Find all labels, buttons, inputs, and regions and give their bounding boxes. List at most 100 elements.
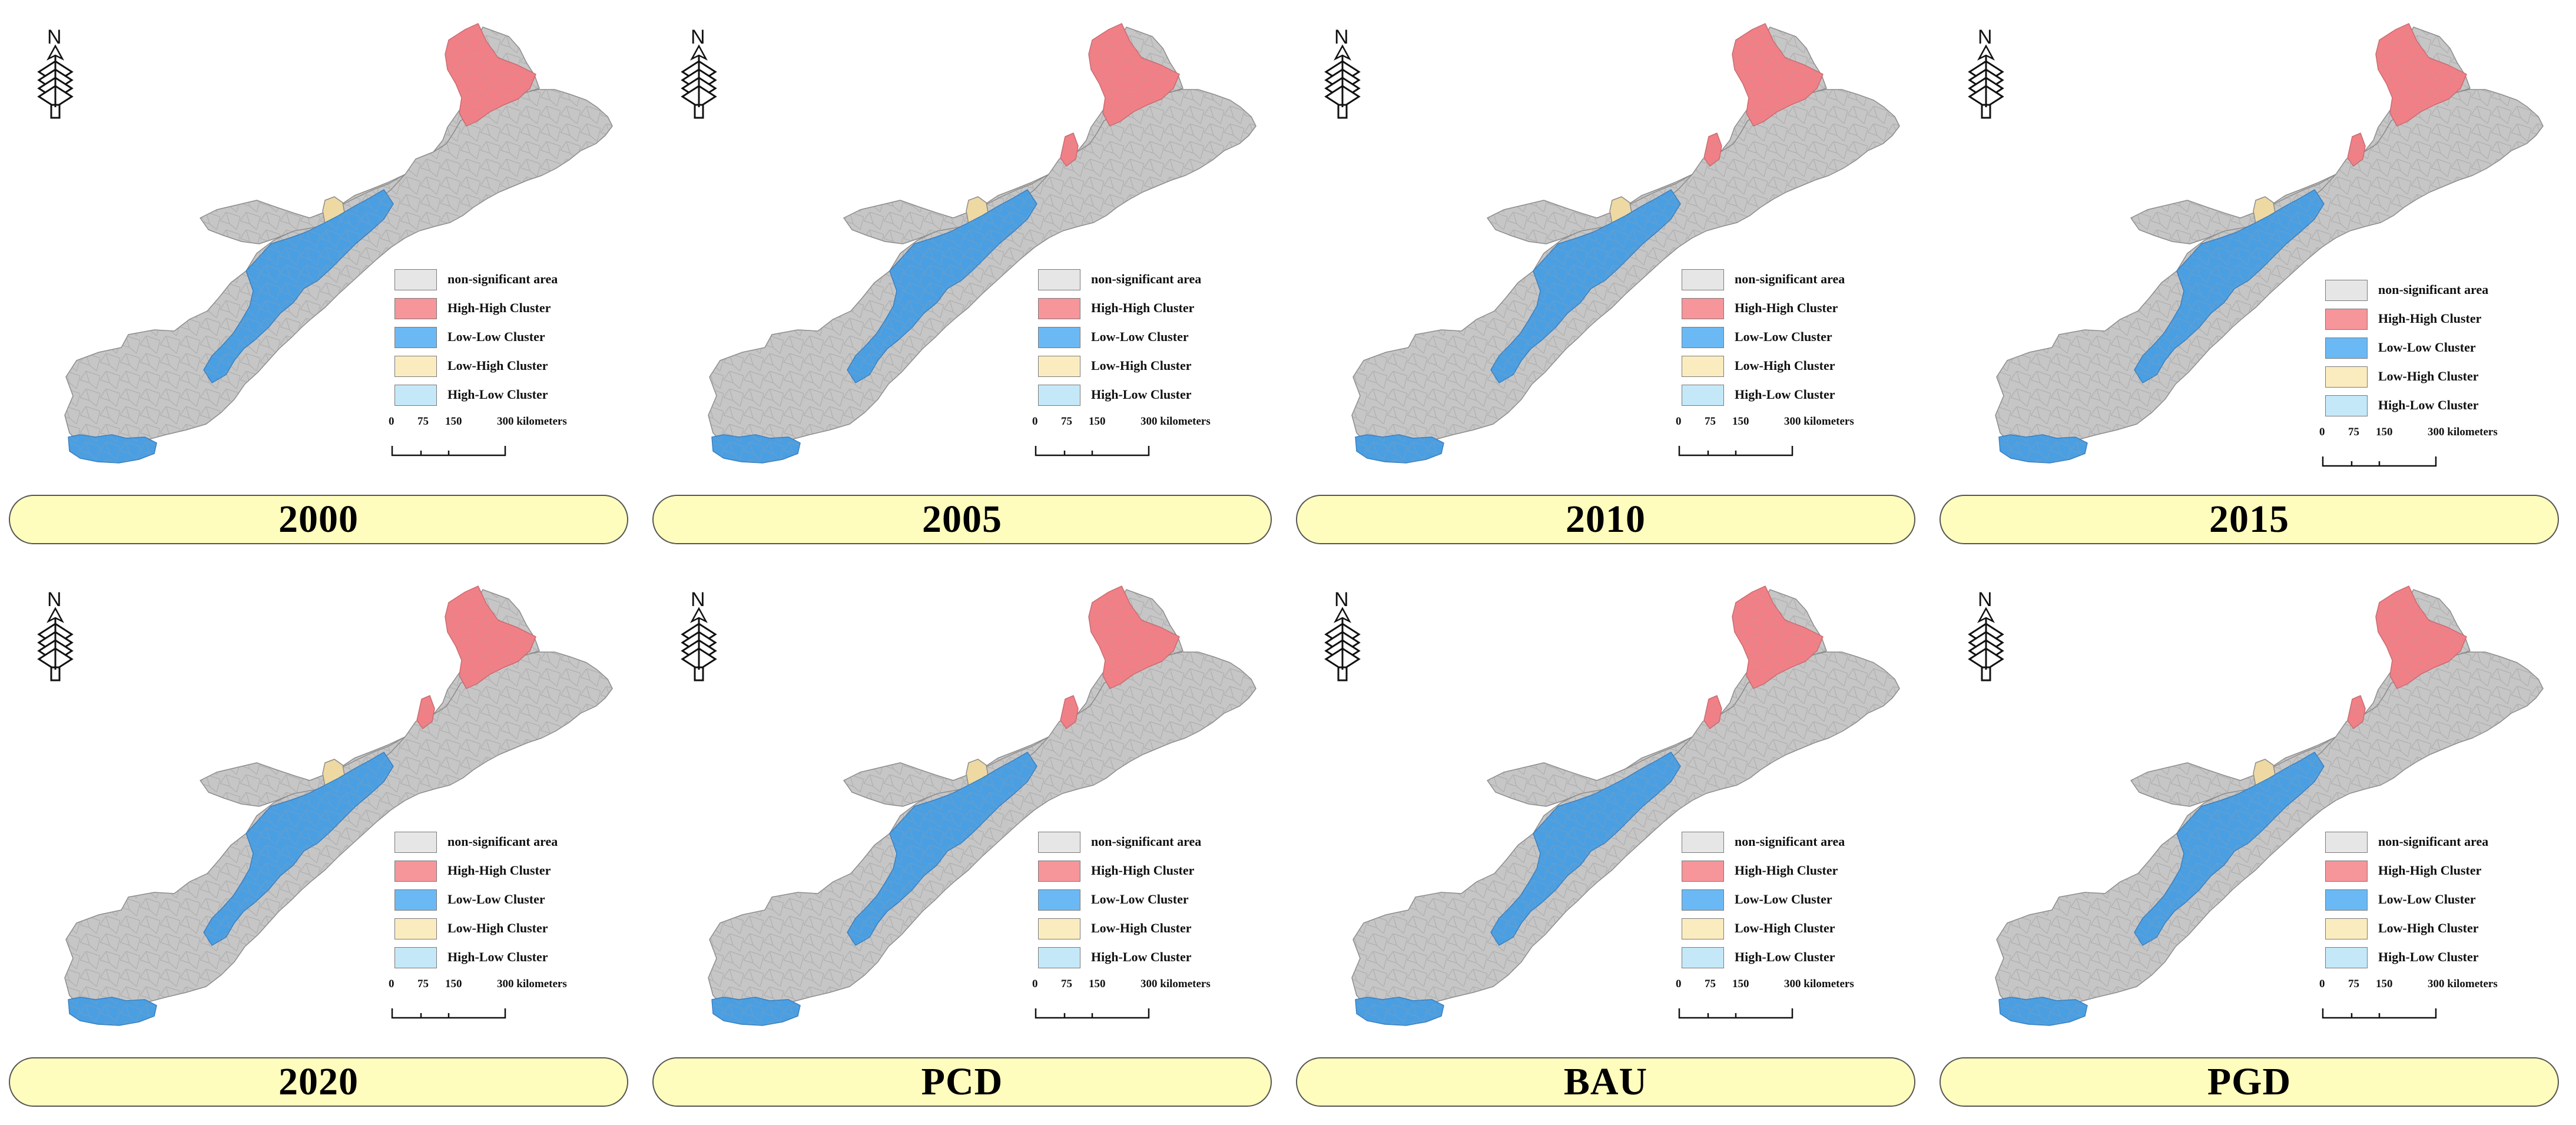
north-arrow-icon: N (37, 588, 74, 681)
legend-item: Low-High Cluster (1038, 355, 1250, 383)
region-map (708, 23, 1256, 464)
north-label: N (1334, 26, 1349, 48)
legend-label: Low-Low Cluster (1735, 329, 1832, 344)
map-panel-2015: N non-significant area High-High Cluster L… (1931, 0, 2574, 562)
county-boundaries (417, 696, 435, 729)
legend-swatch (1038, 832, 1080, 853)
scale-tick-label: 0 (1032, 415, 1038, 428)
county-boundaries (65, 90, 612, 457)
legend-swatch (1682, 889, 1724, 911)
legend-label: Low-High Cluster (2378, 369, 2479, 383)
map-legend: non-significant area High-High Cluster Low… (1038, 830, 1250, 975)
legend-label: non-significant area (1735, 834, 1845, 849)
legend-swatch (394, 832, 437, 853)
scale-tick-label: 0 (1032, 978, 1038, 990)
panel-title: 2005 (922, 498, 1002, 541)
legend-item: Low-High Cluster (1682, 917, 1894, 946)
panel-title: 2000 (279, 498, 359, 541)
legend-item: Low-Low Cluster (2325, 336, 2537, 365)
county-boundaries (2134, 752, 2324, 945)
map-panel-2020: N non-significant area High-High Cluster L… (0, 562, 644, 1125)
scale-tick-label: 75 (2348, 978, 2359, 990)
north-arrow-icon: N (1968, 26, 2004, 119)
scale-label-end: 300 kilometers (497, 978, 567, 990)
scale-tick-label: 0 (389, 415, 394, 428)
map-panel-pgd: N non-significant area High-High Cluster L… (1931, 562, 2574, 1125)
county-boundaries (844, 174, 1049, 244)
panel-title: 2010 (1566, 498, 1646, 541)
legend-swatch (2325, 832, 2368, 853)
scale-bar: 0 75 150 300 kilometers (1032, 415, 1232, 462)
legend-label: High-Low Cluster (447, 949, 548, 964)
legend-item: Low-High Cluster (1682, 355, 1894, 383)
scale-bar: 0 75 150 300 kilometers (389, 415, 589, 462)
scale-bar: 0 75 150 300 kilometers (389, 978, 589, 1025)
legend-swatch (1038, 889, 1080, 911)
legend-label: High-High Cluster (447, 863, 551, 878)
scale-label-end: 300 kilometers (1141, 415, 1211, 428)
legend-label: Low-High Cluster (1091, 358, 1192, 373)
county-boundaries (1491, 752, 1680, 945)
panel-banner: 2000 (9, 495, 628, 544)
scale-bar: 0 75 150 300 kilometers (2319, 978, 2519, 1025)
north-arrow-icon: N (681, 26, 717, 119)
legend-label: Low-Low Cluster (447, 892, 545, 906)
map-legend: non-significant area High-High Cluster Low… (1682, 830, 1894, 975)
north-arrow-icon: N (37, 26, 74, 119)
north-arrow-icon: N (1968, 588, 2004, 681)
legend-label: High-Low Cluster (447, 387, 548, 402)
scale-tick-label: 75 (417, 978, 429, 990)
legend-label: Low-High Cluster (1735, 358, 1835, 373)
legend-item: non-significant area (1682, 830, 1894, 859)
county-boundaries (708, 90, 1256, 457)
county-boundaries (1352, 652, 1899, 1020)
legend-label: High-High Cluster (1091, 863, 1195, 878)
legend-item: non-significant area (394, 268, 606, 297)
legend-swatch (1038, 356, 1080, 377)
legend-item: Low-Low Cluster (1038, 888, 1250, 917)
legend-label: non-significant area (447, 272, 558, 286)
legend-label: High-Low Cluster (1091, 387, 1192, 402)
legend-swatch (1038, 918, 1080, 939)
north-label: N (47, 588, 62, 611)
scale-label-end: 300 kilometers (1141, 978, 1211, 990)
legend-swatch (2325, 889, 2368, 911)
legend-item: non-significant area (394, 830, 606, 859)
panel-banner: 2010 (1296, 495, 1915, 544)
legend-label: Low-Low Cluster (2378, 340, 2476, 355)
legend-label: High-High Cluster (2378, 863, 2482, 878)
north-arrow-icon: N (1324, 26, 1361, 119)
panel-banner: 2005 (652, 495, 1272, 544)
scale-bar: 0 75 150 300 kilometers (2319, 426, 2519, 473)
region-map (1995, 585, 2544, 1026)
legend-label: non-significant area (1735, 272, 1845, 286)
county-boundaries (1491, 190, 1680, 383)
legend-label: Low-Low Cluster (1091, 892, 1189, 906)
legend-item: non-significant area (1038, 830, 1250, 859)
panel-banner: 2015 (1940, 495, 2559, 544)
legend-label: Low-Low Cluster (1091, 329, 1189, 344)
scale-tick-label: 0 (1676, 415, 1682, 428)
scale-bar: 0 75 150 300 kilometers (1032, 978, 1232, 1025)
scale-label-end: 300 kilometers (2428, 978, 2498, 990)
legend-swatch (394, 269, 437, 290)
county-boundaries (712, 435, 800, 463)
legend-item: Low-High Cluster (1038, 917, 1250, 946)
legend-swatch (1682, 947, 1724, 968)
legend-item: High-Low Cluster (2325, 394, 2537, 423)
county-boundaries (68, 997, 157, 1025)
north-label: N (1978, 588, 1992, 611)
legend-label: non-significant area (1091, 272, 1202, 286)
county-boundaries (1060, 133, 1078, 166)
county-boundaries (1732, 24, 1823, 126)
county-boundaries (844, 737, 1049, 806)
scale-tick-label: 150 (1089, 978, 1106, 990)
legend-item: High-Low Cluster (394, 946, 606, 975)
legend-item: High-Low Cluster (394, 383, 606, 412)
legend-item: Low-High Cluster (2325, 917, 2537, 946)
scale-tick-label: 150 (2376, 426, 2393, 438)
map-legend: non-significant area High-High Cluster Low… (2325, 279, 2537, 423)
legend-swatch (1682, 327, 1724, 348)
legend-swatch (1682, 861, 1724, 882)
legend-item: High-Low Cluster (1038, 383, 1250, 412)
